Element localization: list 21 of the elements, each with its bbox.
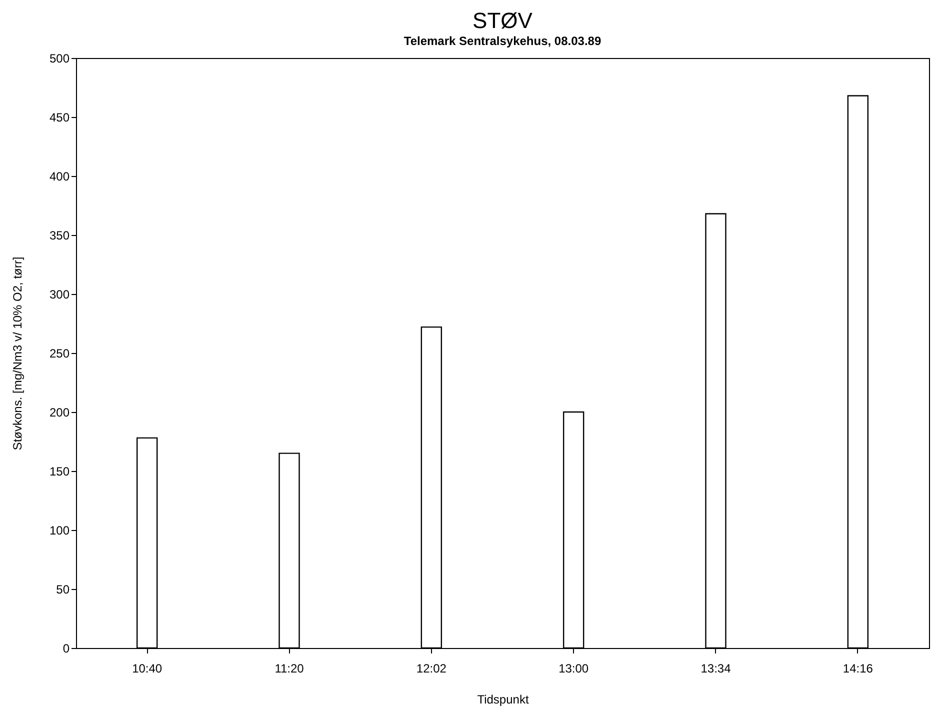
y-axis-title: Støvkons. [mg/Nm3 v/ 10% O2, tørr]: [10, 256, 24, 450]
x-tick-label: 10:40: [132, 662, 162, 676]
y-tick-label: 250: [49, 346, 70, 360]
y-tick-label: 350: [49, 228, 70, 242]
y-tick-label: 50: [56, 582, 70, 596]
x-tick-label: 13:34: [700, 662, 732, 676]
chart-subtitle: Telemark Sentralsykehus, 08.03.89: [404, 34, 602, 48]
y-tick-label: 400: [49, 170, 70, 184]
x-axis-title: Tidspunkt: [477, 692, 530, 706]
y-tick-label: 450: [49, 110, 70, 124]
x-tick-label: 13:00: [558, 662, 589, 676]
y-tick-label: 100: [49, 524, 70, 538]
y-tick-label: 0: [62, 642, 70, 656]
y-tick-label: 300: [49, 288, 70, 302]
x-tick-label: 12:02: [416, 662, 447, 676]
y-tick-label: 500: [49, 52, 70, 66]
y-tick-label: 150: [49, 464, 70, 478]
x-tick-label: 14:16: [842, 662, 874, 676]
x-tick-label: 11:20: [274, 662, 304, 676]
y-tick-label: 200: [49, 406, 70, 420]
chart-title: STØV: [472, 8, 533, 33]
